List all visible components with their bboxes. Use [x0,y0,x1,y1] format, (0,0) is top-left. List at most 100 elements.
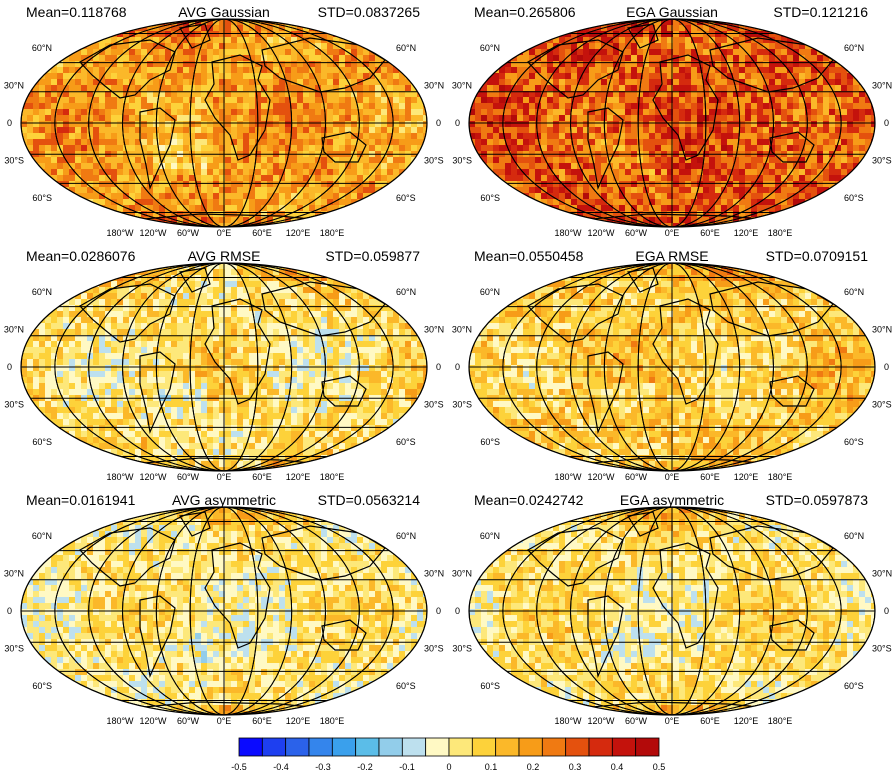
lon-label: 60°W [625,228,648,238]
lon-label: 120°E [286,716,311,726]
graticule [21,19,427,227]
lat-label-right: 30°S [424,155,444,165]
coastlines [79,267,386,467]
lon-label: 120°W [139,228,167,238]
lat-label-right: 60°N [844,531,864,541]
map-border [20,506,428,716]
lat-label-right: 60°N [844,43,864,53]
lon-label: 120°W [139,716,167,726]
colorbar-swatch [565,737,590,757]
lon-label: 60°E [252,472,272,482]
panel-title: EGA asymmetric [619,492,725,508]
lat-label-right: 0 [884,118,889,128]
map-panel: 60°N 30°N 0 30°S 60°S 60°N 30°N 0 30°S 60°S 180°W 1… [0,488,448,732]
lat-label-right: 30°S [872,643,892,653]
lat-label-right: 30°N [424,81,444,91]
colorbar-tick-label: -0.5 [231,762,247,772]
lat-label-right: 30°N [872,325,892,335]
lat-label-left: 30°S [452,399,472,409]
panel-mean: Mean=0.265806 [474,4,576,20]
colorbar-tick-label: 0.2 [527,762,540,772]
lon-label: 180°W [106,472,134,482]
map-canvas: 60°N 30°N 0 30°S 60°S 60°N 30°N 0 30°S 60°S 180°W 1… [452,262,892,482]
lat-label-right: 30°S [424,643,444,653]
colorbar-tick-label: 0.3 [569,762,582,772]
lon-label: 180°W [554,228,582,238]
colorbar-tick-label: 0.5 [653,762,666,772]
map-border [468,506,876,716]
lon-label: 0°E [217,716,232,726]
map-canvas: 60°N 30°N 0 30°S 60°S 60°N 30°N 0 30°S 60°S 180°W 1… [4,262,444,482]
map-border [468,18,876,228]
lat-label-right: 60°S [844,681,864,691]
map-border [468,262,876,472]
lon-label: 180°W [106,716,134,726]
lon-label: 120°E [286,228,311,238]
colorbar-tick-label: 0.4 [611,762,624,772]
graticule [21,507,427,715]
lat-label-left: 60°N [480,287,500,297]
panel-title: AVG RMSE [187,248,261,264]
lat-label-right: 30°N [424,569,444,579]
lat-label-left: 30°N [4,325,24,335]
panel-std: STD=0.059877 [325,248,420,264]
panel-title: EGA RMSE [635,248,709,264]
lat-label-left: 30°N [452,325,472,335]
lon-label: 180°E [768,472,793,482]
colorbar: -0.5 -0.4 -0.3 -0.2 -0.1 0 0.1 0.2 0.3 0.4 0.5 [231,737,666,772]
panel-mean: Mean=0.118768 [26,4,127,20]
panel-std: STD=0.0709151 [765,248,868,264]
lat-label-left: 60°N [32,43,52,53]
panel-title: AVG asymmetric [172,492,276,508]
graticule [469,19,875,227]
lon-label: 60°W [177,228,200,238]
lon-label: 60°E [700,716,720,726]
map-canvas: 60°N 30°N 0 30°S 60°S 60°N 30°N 0 30°S 60°S 180°W 1… [4,18,444,238]
lon-label: 120°E [286,472,311,482]
lon-label: 60°E [252,716,272,726]
colorbar-tick-label: -0.3 [315,762,331,772]
panel-mean: Mean=0.0161941 [26,492,136,508]
lat-label-left: 60°S [480,193,500,203]
lon-label: 60°W [625,472,648,482]
lat-label-right: 60°N [396,531,416,541]
lat-label-left: 30°S [452,643,472,653]
map-border [20,18,428,228]
colorbar-swatch [471,737,497,757]
lat-label-right: 0 [436,362,441,372]
lat-label-left: 0 [7,362,12,372]
map-panel: 60°N 30°N 0 30°S 60°S 60°N 30°N 0 30°S 60°S 180°W 1… [448,244,896,488]
map-panel: 60°N 30°N 0 30°S 60°S 60°N 30°N 0 30°S 60°S 180°W 1… [448,488,896,732]
panel-std: STD=0.121216 [773,4,868,20]
colorbar-swatch [308,737,333,757]
lon-label: 0°E [217,472,232,482]
lat-label-left: 60°S [32,681,52,691]
lon-label: 180°E [768,228,793,238]
colorbar-swatch [611,737,637,757]
colorbar-swatch [238,737,263,757]
lon-label: 0°E [217,228,232,238]
lon-label: 60°W [177,472,200,482]
lat-label-right: 0 [884,362,889,372]
colorbar-swatch [378,737,403,757]
map-canvas: 60°N 30°N 0 30°S 60°S 60°N 30°N 0 30°S 60°S 180°W 1… [452,18,892,238]
colorbar-swatch [635,737,660,757]
map-panel: 60°N 30°N 0 30°S 60°S 60°N 30°N 0 30°S 60°S 180°W 1… [0,0,448,244]
lat-label-right: 0 [884,606,889,616]
lat-label-right: 30°S [872,399,892,409]
lat-label-left: 60°S [480,681,500,691]
lon-label: 60°W [177,716,200,726]
lat-label-right: 0 [436,118,441,128]
lon-label: 180°E [320,228,345,238]
lat-label-left: 60°S [32,437,52,447]
lat-label-right: 60°S [844,193,864,203]
lat-label-right: 30°S [424,399,444,409]
colorbar-swatch [261,737,287,757]
lat-label-left: 30°S [4,643,24,653]
lat-label-left: 0 [455,606,460,616]
lat-label-left: 60°S [32,193,52,203]
lat-label-right: 30°S [872,155,892,165]
lon-label: 120°E [734,472,759,482]
lat-label-left: 30°S [452,155,472,165]
lon-label: 0°E [665,716,680,726]
